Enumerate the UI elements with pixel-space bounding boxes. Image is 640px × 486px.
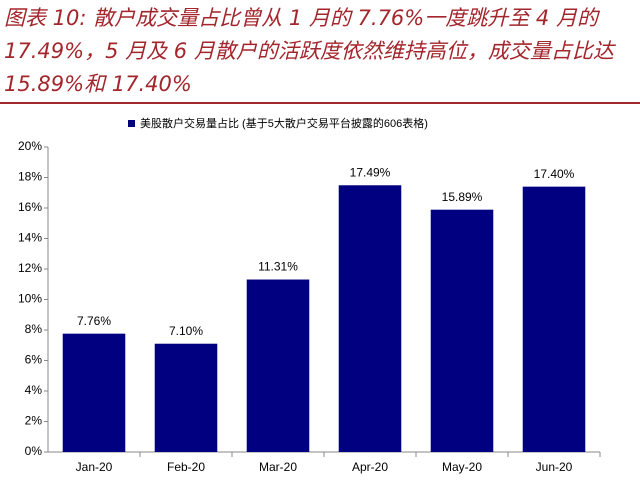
x-tick-label: Feb-20 <box>167 460 205 474</box>
y-tick-label: 10% <box>18 292 42 306</box>
bar <box>338 185 402 452</box>
bar <box>430 209 494 452</box>
y-tick-label: 2% <box>25 414 43 428</box>
value-label: 17.40% <box>534 167 575 181</box>
value-label: 7.76% <box>77 314 111 328</box>
x-tick-label: Apr-20 <box>352 460 388 474</box>
value-label: 11.31% <box>258 260 298 274</box>
value-label: 15.89% <box>442 190 483 204</box>
bar <box>154 343 218 452</box>
y-tick-label: 14% <box>18 231 42 245</box>
value-label: 7.10% <box>169 324 203 338</box>
bar <box>246 279 310 452</box>
x-tick-label: May-20 <box>442 460 482 474</box>
bar <box>522 186 586 452</box>
y-tick-label: 18% <box>18 170 42 184</box>
y-tick-label: 20% <box>18 139 42 153</box>
y-tick-label: 0% <box>25 444 43 458</box>
chart-title: 图表 10: 散户成交量占比曾从 1 月的 7.76%一度跳升至 4 月的 17… <box>4 6 614 96</box>
legend-label: 美股散户交易量占比 (基于5大散户交易平台披露的606表格) <box>140 116 428 130</box>
x-tick-label: Jun-20 <box>536 460 573 474</box>
y-tick-label: 16% <box>18 200 42 214</box>
title-rule <box>0 102 640 104</box>
y-tick-label: 12% <box>18 261 42 275</box>
value-label: 17.49% <box>350 165 391 179</box>
x-tick-label: Jan-20 <box>76 460 113 474</box>
y-tick-label: 8% <box>25 322 43 336</box>
bar <box>62 333 126 452</box>
x-tick-label: Mar-20 <box>259 460 297 474</box>
y-tick-label: 6% <box>25 353 43 367</box>
y-tick-label: 4% <box>25 383 43 397</box>
legend-swatch <box>128 120 135 127</box>
